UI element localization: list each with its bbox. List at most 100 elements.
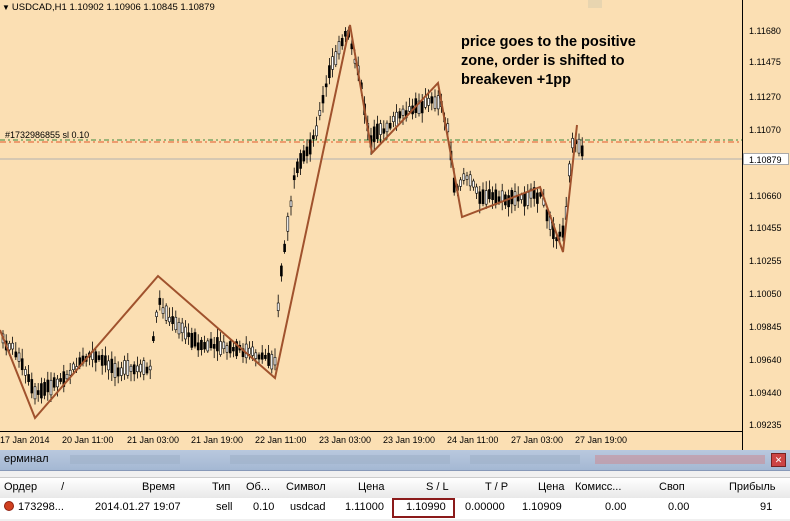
cell-price2: 1.10909 bbox=[522, 501, 562, 513]
candle-body bbox=[331, 56, 334, 70]
cell-profit: 91 bbox=[760, 501, 773, 513]
candle-body bbox=[116, 367, 120, 377]
candle-body bbox=[171, 316, 174, 325]
annotation-line-3: breakeven +1pp bbox=[461, 72, 572, 88]
candle-body bbox=[49, 379, 53, 396]
price-tick: 1.09440 bbox=[749, 388, 782, 398]
candle-body bbox=[126, 360, 130, 376]
terminal-titlebar[interactable]: ерминал ✕ bbox=[0, 450, 790, 471]
candle-body bbox=[123, 360, 126, 375]
candle-body bbox=[145, 366, 149, 374]
candle-body bbox=[292, 175, 296, 181]
candle-body bbox=[24, 369, 27, 376]
candle-body bbox=[152, 336, 155, 342]
col-tp[interactable]: T / P bbox=[485, 481, 509, 493]
price-axis[interactable]: 1.11680 1.11475 1.11270 1.11070 1.10879 … bbox=[742, 0, 790, 450]
price-tick: 1.11680 bbox=[749, 26, 781, 36]
col-volume[interactable]: Об... bbox=[246, 481, 271, 493]
price-chart[interactable]: ▼ USDCAD,H1 1.10902 1.10906 1.10845 1.108… bbox=[0, 0, 790, 450]
candle-body bbox=[129, 365, 133, 372]
candle-body bbox=[308, 139, 312, 155]
candle-body bbox=[558, 231, 562, 237]
col-profit[interactable]: Прибыль bbox=[729, 481, 776, 493]
dropdown-triangle-icon[interactable]: ▼ bbox=[2, 3, 10, 12]
candle-body bbox=[344, 30, 347, 37]
candle-body bbox=[340, 37, 344, 47]
terminal-title: ерминал bbox=[4, 453, 49, 465]
candle-body bbox=[257, 354, 261, 360]
candle-body bbox=[27, 374, 30, 382]
candle-body bbox=[65, 373, 69, 380]
candle-body bbox=[273, 357, 277, 366]
cell-sl[interactable]: 1.10990 bbox=[406, 501, 446, 513]
candle-body bbox=[11, 342, 14, 350]
candle-body bbox=[433, 96, 437, 109]
candle-body bbox=[219, 341, 222, 355]
cell-price: 1.11000 bbox=[345, 501, 384, 513]
price-tick: 1.10660 bbox=[749, 191, 782, 201]
candle-body bbox=[497, 196, 501, 202]
col-price2[interactable]: Цена bbox=[538, 481, 565, 493]
col-type[interactable]: Тип bbox=[212, 481, 231, 493]
candle-body bbox=[561, 225, 565, 238]
candle-body bbox=[430, 96, 434, 104]
sell-order-icon bbox=[4, 501, 14, 511]
candle-body bbox=[526, 191, 530, 206]
candle-body bbox=[475, 186, 478, 194]
candle-body bbox=[235, 341, 238, 357]
col-swap[interactable]: Своп bbox=[659, 481, 685, 493]
time-tick: 27 Jan 03:00 bbox=[511, 435, 564, 445]
candle-body bbox=[264, 354, 267, 359]
cell-time: 2014.01.27 19:07 bbox=[95, 501, 181, 513]
candle-body bbox=[158, 297, 162, 305]
col-symbol[interactable]: Символ bbox=[286, 481, 326, 493]
time-axis[interactable]: 17 Jan 2014 20 Jan 11:00 21 Jan 03:00 21… bbox=[0, 431, 742, 451]
candle-body bbox=[571, 138, 574, 149]
chart-canvas[interactable] bbox=[0, 0, 742, 431]
order-line-label[interactable]: #1732986855 sl 0.10 bbox=[5, 130, 90, 140]
price-tick: 1.10455 bbox=[749, 223, 782, 233]
time-tick: 20 Jan 11:00 bbox=[62, 435, 114, 445]
col-price[interactable]: Цена bbox=[358, 481, 385, 493]
candle-body bbox=[401, 108, 405, 116]
price-tick: 1.10255 bbox=[749, 256, 782, 266]
candle-body bbox=[395, 111, 398, 127]
col-order[interactable]: Ордер / bbox=[4, 481, 65, 493]
candle-body bbox=[488, 189, 491, 200]
cell-tp[interactable]: 0.00000 bbox=[465, 501, 505, 513]
time-tick: 23 Jan 19:00 bbox=[383, 435, 436, 445]
candle-body bbox=[536, 192, 539, 204]
col-time[interactable]: Время bbox=[142, 481, 176, 493]
price-tick: 1.11270 bbox=[749, 92, 781, 102]
time-tick: 21 Jan 19:00 bbox=[191, 435, 244, 445]
candle-body bbox=[46, 379, 50, 393]
candle-body bbox=[436, 95, 440, 110]
col-sl[interactable]: S / L bbox=[426, 481, 449, 493]
candle-body bbox=[408, 106, 411, 112]
candle-body bbox=[379, 123, 382, 135]
candle-body bbox=[468, 174, 472, 187]
candle-body bbox=[142, 360, 146, 375]
candle-body bbox=[180, 322, 184, 334]
candle-body bbox=[580, 145, 584, 157]
candle-body bbox=[251, 346, 254, 356]
candle-body bbox=[132, 364, 136, 375]
candle-body bbox=[56, 378, 59, 388]
cell-commission: 0.00 bbox=[605, 501, 627, 513]
candle-body bbox=[568, 163, 571, 177]
candle-body bbox=[196, 342, 200, 351]
candle-body bbox=[478, 191, 482, 204]
chart-annotation: price goes to the positive zone, order i… bbox=[461, 33, 701, 90]
sl-highlight[interactable] bbox=[392, 498, 455, 518]
close-icon[interactable]: ✕ bbox=[771, 453, 786, 467]
candle-body bbox=[302, 150, 306, 162]
candle-body bbox=[299, 153, 302, 169]
zigzag-indicator bbox=[0, 24, 578, 420]
candle-body bbox=[113, 363, 117, 378]
candle-body bbox=[222, 341, 226, 350]
candle-body bbox=[97, 355, 101, 360]
candle-body bbox=[184, 326, 187, 340]
col-commission[interactable]: Комисс... bbox=[575, 481, 622, 493]
table-row[interactable]: 173298... 2014.01.27 19:07 sell 0.10 usd… bbox=[0, 498, 790, 519]
candle-body bbox=[491, 192, 494, 200]
